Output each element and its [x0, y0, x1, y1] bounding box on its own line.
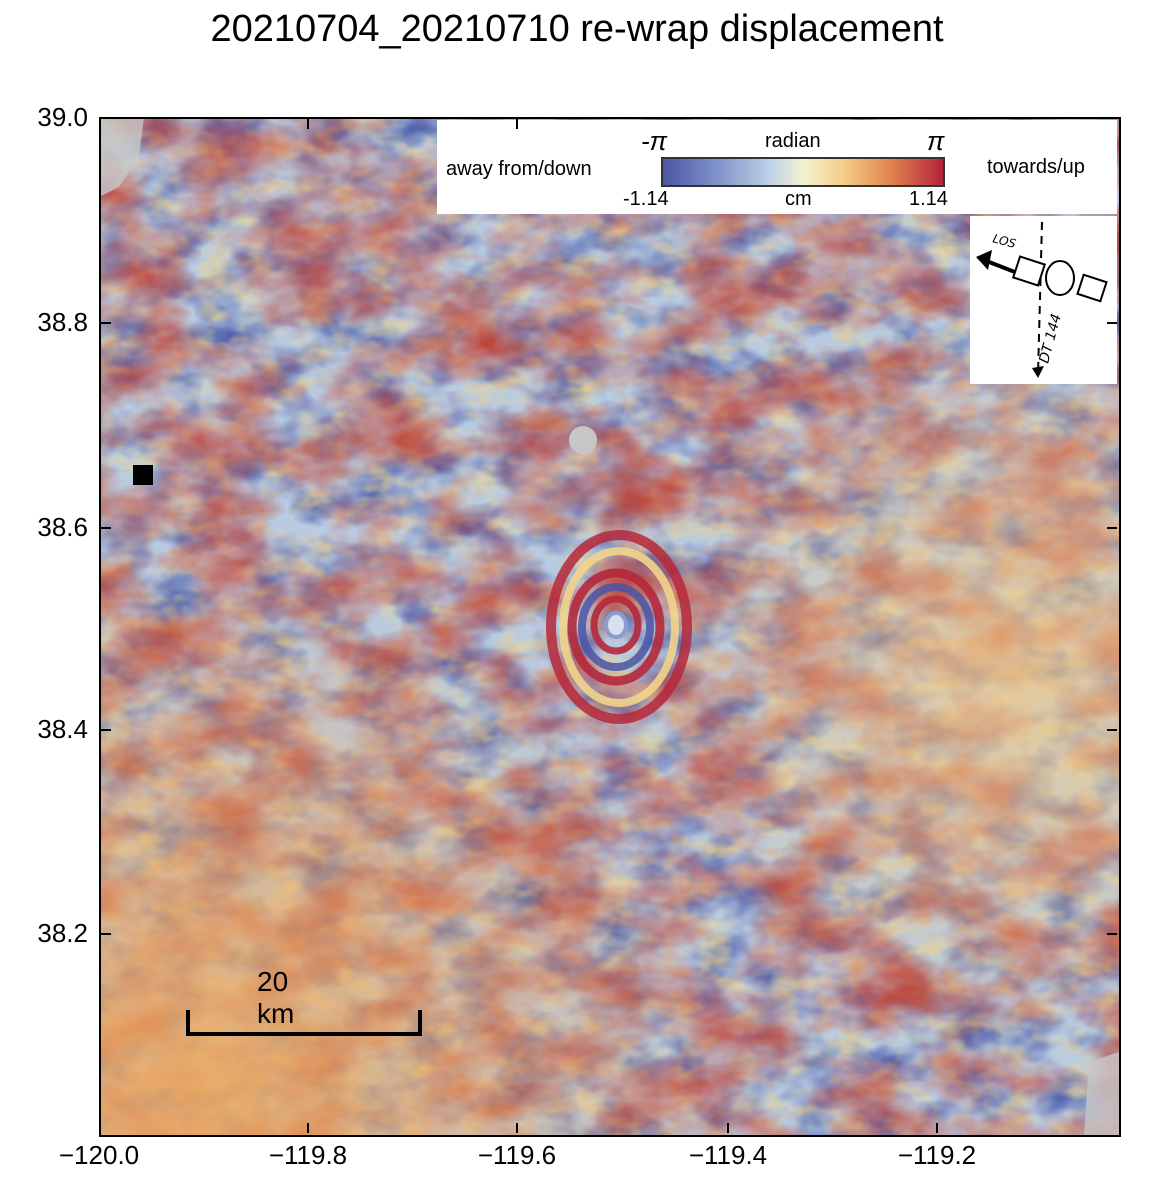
y-tick-right [1107, 933, 1117, 935]
x-tick-label: −119.2 [897, 1140, 977, 1170]
x-tick [936, 1123, 938, 1133]
y-tick-label: 38.4 [37, 714, 88, 744]
x-tick-label: −119.6 [477, 1140, 557, 1170]
y-tick-label: 38.2 [37, 918, 88, 948]
x-tick-label: −119.4 [688, 1140, 768, 1170]
displacement-map [99, 117, 1119, 1135]
colorbar-legend: away from/down towards/up -π radian π -1… [437, 120, 1117, 214]
colorbar [661, 157, 945, 187]
y-tick [101, 322, 111, 324]
legend-top-max: π [927, 126, 945, 156]
x-tick [307, 1123, 309, 1133]
scale-bar-line [186, 1032, 422, 1036]
deformation-fringes [546, 530, 692, 724]
x-tick-label: −119.8 [268, 1140, 348, 1170]
scale-bar-right-end [418, 1010, 422, 1036]
scale-bar-label: 20 km [257, 966, 295, 1029]
y-tick-right [1107, 729, 1117, 731]
legend-bottom-min: -1.14 [623, 188, 669, 210]
y-tick-label: 38.6 [37, 512, 88, 542]
y-tick [101, 933, 111, 935]
y-tick [101, 527, 111, 529]
interferogram-raster [99, 117, 1119, 1135]
x-tick-top [307, 119, 309, 129]
los-label: LOS [991, 231, 1018, 251]
legend-bottom-max: 1.14 [909, 188, 948, 210]
map-title: 20210704_20210710 re-wrap displacement [210, 8, 944, 50]
legend-bottom-unit: cm [785, 188, 812, 210]
x-tick-label: −120.0 [58, 1140, 140, 1170]
y-tick-label: 38.8 [37, 307, 88, 337]
satellite-icon: LOS DT 144 [976, 221, 1108, 378]
y-tick-right [1107, 527, 1117, 529]
x-tick [727, 1123, 729, 1133]
y-tick-right [1107, 322, 1117, 324]
x-tick-top [516, 119, 518, 129]
x-tick [516, 1123, 518, 1133]
legend-towards-label: towards/up [987, 156, 1085, 178]
legend-top-min: -π [641, 126, 668, 156]
y-tick-label: 39.0 [37, 102, 88, 132]
legend-away-label: away from/down [446, 158, 592, 180]
satellite-geometry-inset: LOS DT 144 [970, 216, 1117, 384]
track-label: DT 144 [1036, 312, 1065, 365]
location-marker [133, 465, 153, 485]
scale-bar-left-end [186, 1010, 190, 1036]
y-tick [101, 117, 111, 119]
y-tick [101, 729, 111, 731]
legend-top-unit: radian [765, 130, 821, 152]
